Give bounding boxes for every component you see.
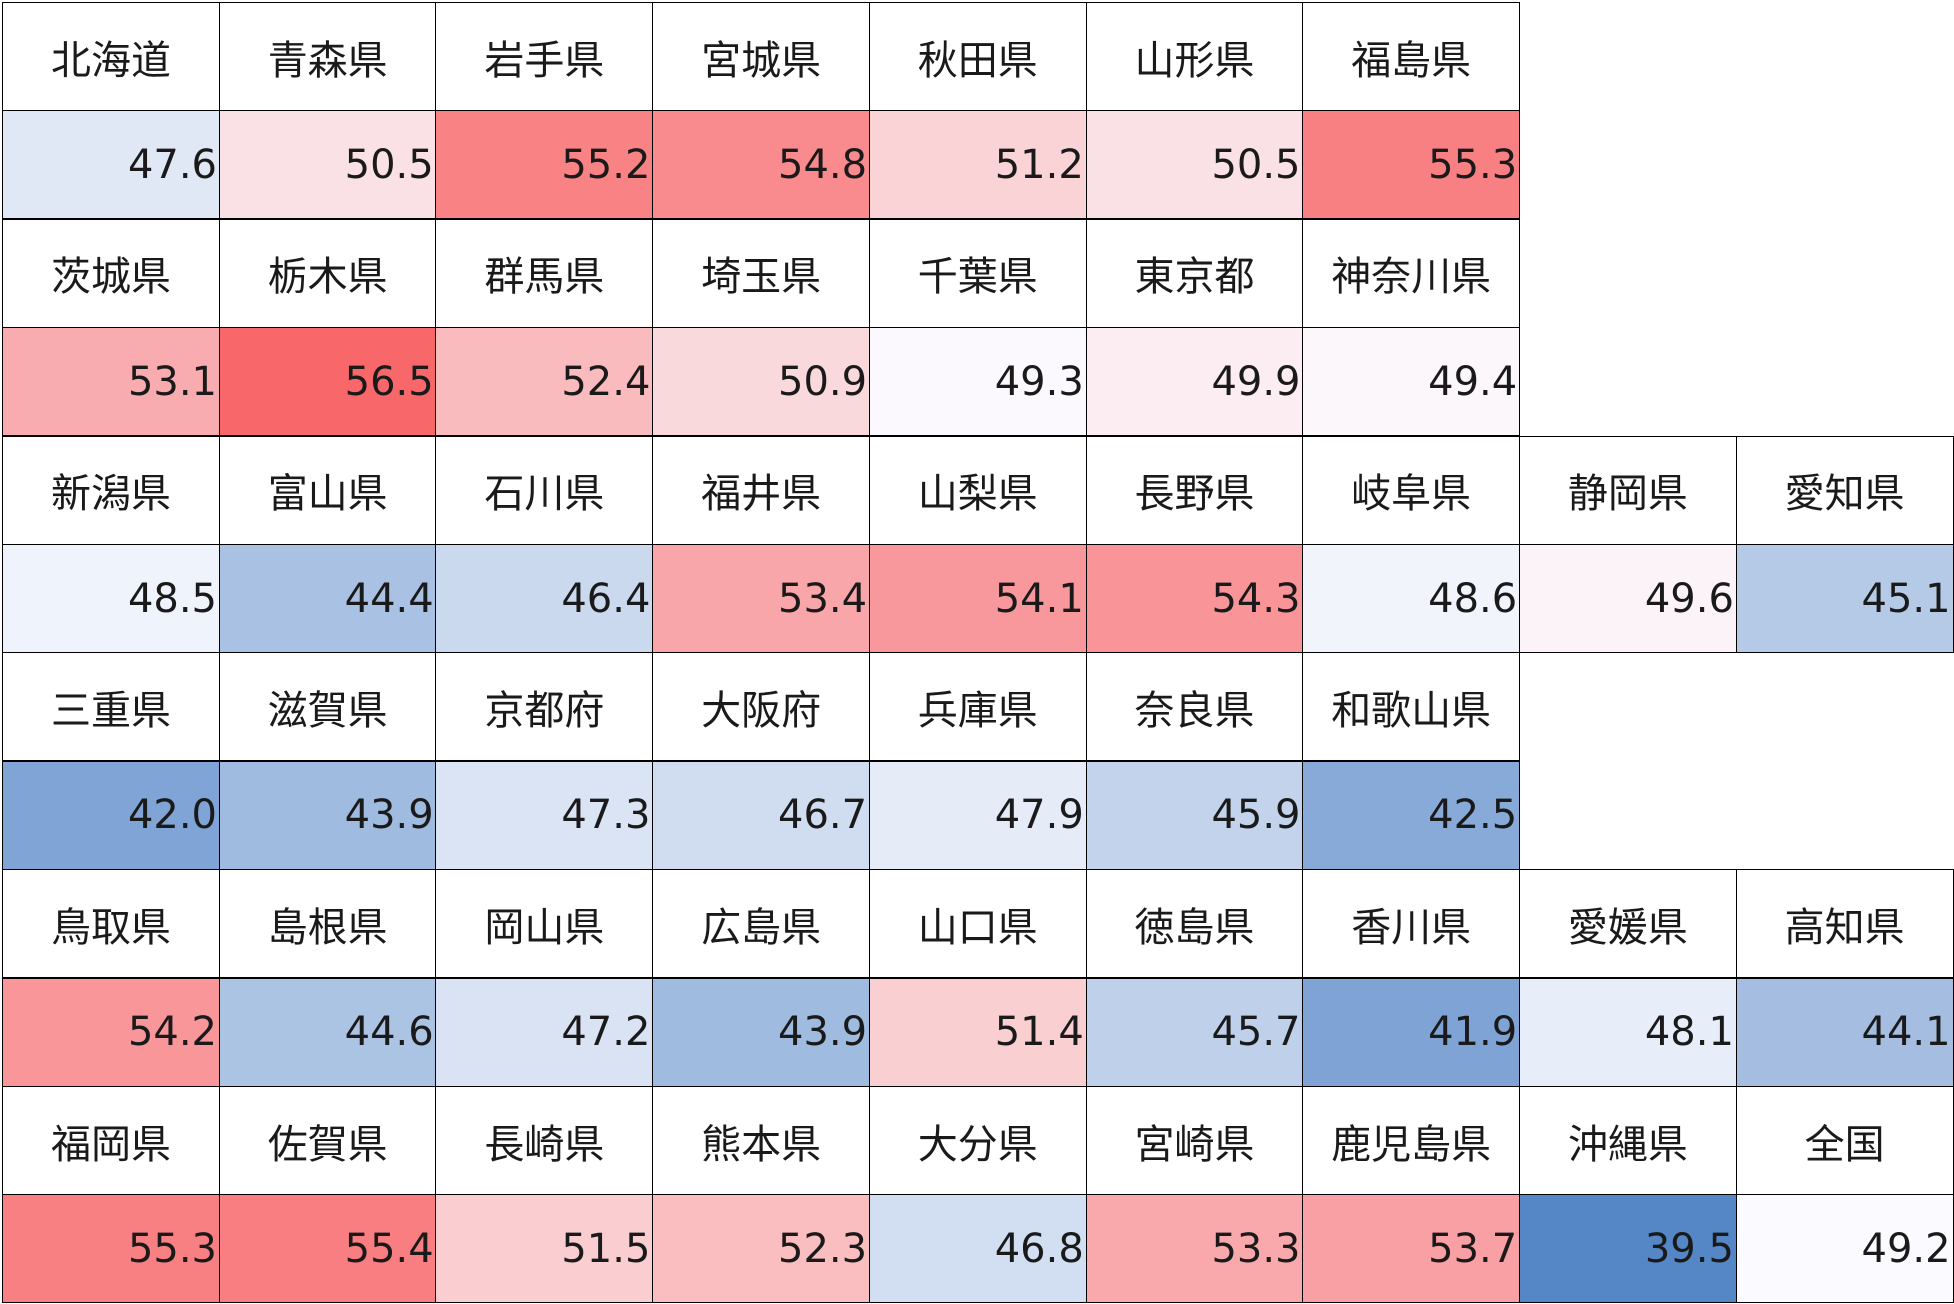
- prefecture-label: 福島県: [1302, 2, 1521, 111]
- value-cell: 54.3: [1085, 544, 1304, 653]
- prefecture-label: 山梨県: [868, 435, 1087, 545]
- value-cell: 50.5: [218, 110, 437, 220]
- prefecture-label: 富山県: [218, 435, 437, 545]
- value-cell: 54.1: [868, 544, 1087, 653]
- prefecture-label: 宮城県: [652, 2, 871, 111]
- prefecture-label: 岡山県: [435, 869, 654, 979]
- value-cell: 49.9: [1085, 327, 1304, 437]
- value-cell: 53.4: [652, 544, 871, 653]
- prefecture-label: 東京都: [1085, 218, 1304, 328]
- value-cell: 45.1: [1735, 544, 1954, 653]
- prefecture-label: 茨城県: [2, 218, 220, 328]
- value-cell: 50.5: [1085, 110, 1304, 220]
- prefecture-label: 大阪府: [652, 652, 871, 762]
- prefecture-label: 埼玉県: [652, 218, 871, 328]
- value-cell: 47.2: [435, 977, 654, 1087]
- value-cell: 47.6: [2, 110, 220, 220]
- value-cell: 48.6: [1302, 544, 1521, 653]
- value-cell: 44.6: [218, 977, 437, 1087]
- prefecture-label: 島根県: [218, 869, 437, 979]
- prefecture-label: 岐阜県: [1302, 435, 1521, 545]
- prefecture-label: 秋田県: [868, 2, 1087, 111]
- prefecture-label: 徳島県: [1085, 869, 1304, 979]
- prefecture-label: 長崎県: [435, 1086, 654, 1195]
- prefecture-label: 山口県: [868, 869, 1087, 979]
- value-cell: 46.4: [435, 544, 654, 653]
- value-cell: 47.9: [868, 760, 1087, 870]
- prefecture-label: 福岡県: [2, 1086, 220, 1195]
- value-cell: 45.9: [1085, 760, 1304, 870]
- prefecture-label: 神奈川県: [1302, 218, 1521, 328]
- value-cell: 44.1: [1735, 977, 1954, 1087]
- value-cell: 54.8: [652, 110, 871, 220]
- prefecture-label: 群馬県: [435, 218, 654, 328]
- prefecture-label: 全国: [1735, 1086, 1954, 1195]
- prefecture-label: 静岡県: [1518, 435, 1737, 545]
- prefecture-label: 香川県: [1302, 869, 1521, 979]
- value-cell: 53.7: [1302, 1194, 1521, 1304]
- value-cell: 45.7: [1085, 977, 1304, 1087]
- prefecture-label: 京都府: [435, 652, 654, 762]
- value-cell: 55.4: [218, 1194, 437, 1304]
- prefecture-label: 愛知県: [1735, 435, 1954, 545]
- value-cell: 55.2: [435, 110, 654, 220]
- value-cell: 47.3: [435, 760, 654, 870]
- value-cell: 51.5: [435, 1194, 654, 1304]
- value-cell: 52.4: [435, 327, 654, 437]
- value-cell: 54.2: [2, 977, 220, 1087]
- prefecture-label: 北海道: [2, 2, 220, 111]
- value-cell: 49.4: [1302, 327, 1521, 437]
- prefecture-label: 大分県: [868, 1086, 1087, 1195]
- value-cell: 49.2: [1735, 1194, 1954, 1304]
- value-cell: 49.3: [868, 327, 1087, 437]
- prefecture-label: 奈良県: [1085, 652, 1304, 762]
- prefecture-label: 長野県: [1085, 435, 1304, 545]
- prefecture-label: 沖縄県: [1518, 1086, 1737, 1195]
- value-cell: 56.5: [218, 327, 437, 437]
- prefecture-label: 滋賀県: [218, 652, 437, 762]
- prefecture-label: 新潟県: [2, 435, 220, 545]
- value-cell: 46.7: [652, 760, 871, 870]
- prefecture-label: 岩手県: [435, 2, 654, 111]
- prefecture-label: 千葉県: [868, 218, 1087, 328]
- prefecture-label: 青森県: [218, 2, 437, 111]
- value-cell: 51.4: [868, 977, 1087, 1087]
- prefecture-label: 佐賀県: [218, 1086, 437, 1195]
- value-cell: 41.9: [1302, 977, 1521, 1087]
- value-cell: 48.5: [2, 544, 220, 653]
- value-cell: 48.1: [1518, 977, 1737, 1087]
- value-cell: 39.5: [1518, 1194, 1737, 1304]
- value-cell: 43.9: [218, 760, 437, 870]
- prefecture-label: 広島県: [652, 869, 871, 979]
- value-cell: 46.8: [868, 1194, 1087, 1304]
- prefecture-label: 福井県: [652, 435, 871, 545]
- prefecture-label: 熊本県: [652, 1086, 871, 1195]
- value-cell: 55.3: [1302, 110, 1521, 220]
- value-cell: 52.3: [652, 1194, 871, 1304]
- prefecture-label: 山形県: [1085, 2, 1304, 111]
- prefecture-label: 三重県: [2, 652, 220, 762]
- prefecture-label: 愛媛県: [1518, 869, 1737, 979]
- prefecture-label: 宮崎県: [1085, 1086, 1304, 1195]
- prefecture-label: 和歌山県: [1302, 652, 1521, 762]
- value-cell: 50.9: [652, 327, 871, 437]
- prefecture-label: 石川県: [435, 435, 654, 545]
- value-cell: 42.5: [1302, 760, 1521, 870]
- value-cell: 44.4: [218, 544, 437, 653]
- value-cell: 43.9: [652, 977, 871, 1087]
- prefecture-label: 鳥取県: [2, 869, 220, 979]
- value-cell: 53.1: [2, 327, 220, 437]
- prefecture-label: 栃木県: [218, 218, 437, 328]
- value-cell: 42.0: [2, 760, 220, 870]
- value-cell: 51.2: [868, 110, 1087, 220]
- prefecture-label: 兵庫県: [868, 652, 1087, 762]
- prefecture-label: 鹿児島県: [1302, 1086, 1521, 1195]
- value-cell: 53.3: [1085, 1194, 1304, 1304]
- value-cell: 49.6: [1518, 544, 1737, 653]
- value-cell: 55.3: [2, 1194, 220, 1304]
- prefecture-label: 高知県: [1735, 869, 1954, 979]
